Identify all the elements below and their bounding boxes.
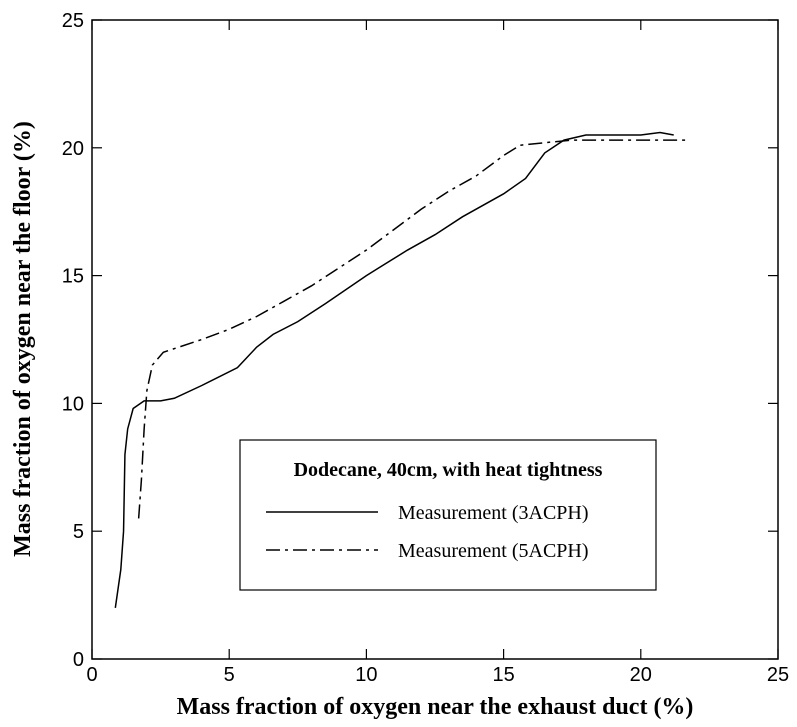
y-tick-label: 10 xyxy=(62,393,84,415)
y-tick-label: 15 xyxy=(62,266,84,288)
y-axis-label: Mass fraction of oxygen near the floor (… xyxy=(10,121,36,557)
x-tick-label: 25 xyxy=(767,664,789,686)
x-axis-label: Mass fraction of oxygen near the exhaust… xyxy=(177,694,694,720)
x-tick-label: 0 xyxy=(86,664,97,686)
y-tick-label: 25 xyxy=(62,10,84,32)
x-tick-label: 20 xyxy=(630,664,652,686)
y-tick-label: 20 xyxy=(62,138,84,160)
series-line xyxy=(137,139,688,519)
legend-title: Dodecane, 40cm, with heat tightness xyxy=(294,459,603,481)
legend-label: Measurement (5ACPH) xyxy=(398,540,589,562)
plot-frame xyxy=(91,19,779,660)
x-tick-label: 15 xyxy=(492,664,514,686)
x-tick-label: 5 xyxy=(224,664,235,686)
x-tick-label: 10 xyxy=(355,664,377,686)
legend-label: Measurement (3ACPH) xyxy=(398,502,589,524)
legend-box xyxy=(239,439,657,591)
y-tick-label: 0 xyxy=(73,649,84,671)
series-line xyxy=(114,131,674,608)
y-tick-label: 5 xyxy=(73,521,84,543)
